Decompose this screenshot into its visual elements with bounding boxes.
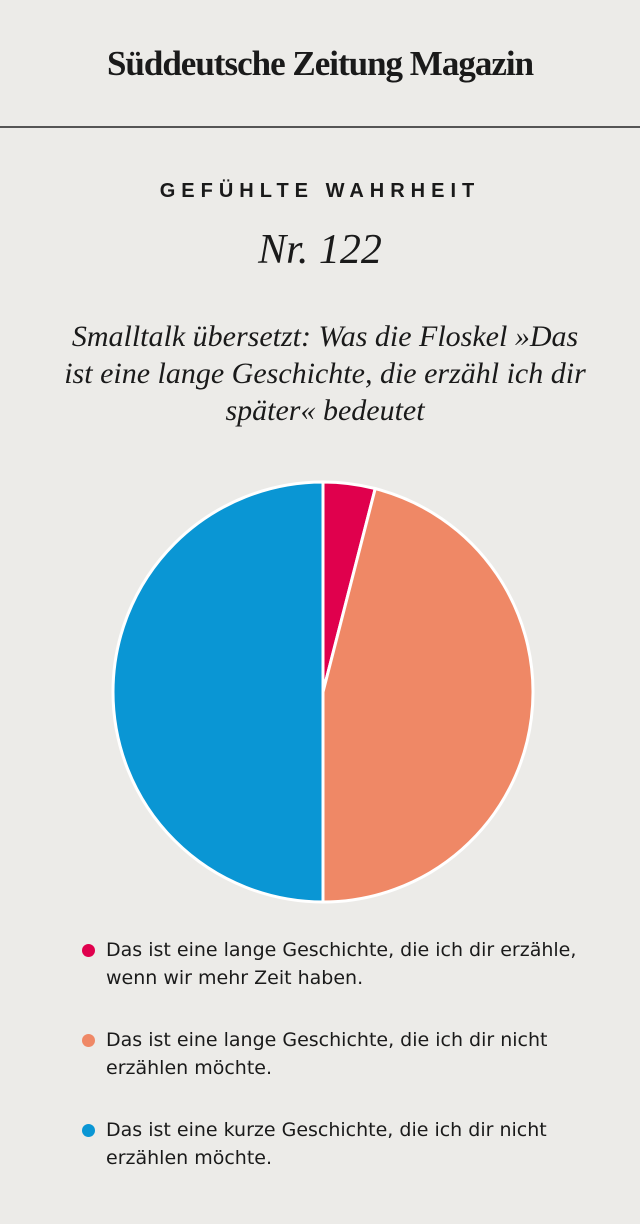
masthead-bar: Süddeutsche Zeitung Magazin	[0, 0, 640, 128]
pie-chart	[111, 480, 535, 904]
legend-item: Das ist eine lange Geschichte, die ich d…	[78, 1026, 598, 1116]
legend-item: Das ist eine lange Geschichte, die ich d…	[78, 936, 598, 1026]
pie-slice	[111, 480, 325, 904]
legend-label: Das ist eine kurze Geschichte, die ich d…	[106, 1119, 547, 1169]
legend: Das ist eine lange Geschichte, die ich d…	[78, 936, 598, 1206]
kicker: GEFÜHLTE WAHRHEIT	[159, 180, 481, 202]
legend-item: Das ist eine kurze Geschichte, die ich d…	[78, 1116, 598, 1206]
pie-slice	[321, 486, 535, 904]
legend-label: Das ist eine lange Geschichte, die ich d…	[106, 1029, 548, 1079]
legend-label: Das ist eine lange Geschichte, die ich d…	[106, 939, 577, 989]
legend-marker	[82, 1124, 95, 1137]
masthead: Süddeutsche Zeitung Magazin	[106, 44, 534, 83]
legend-marker	[82, 1034, 95, 1047]
issue-number: Nr. 122	[258, 227, 382, 273]
legend-marker	[82, 944, 95, 957]
chart-title: Smalltalk übersetzt: Was die Floskel »Da…	[64, 320, 586, 427]
